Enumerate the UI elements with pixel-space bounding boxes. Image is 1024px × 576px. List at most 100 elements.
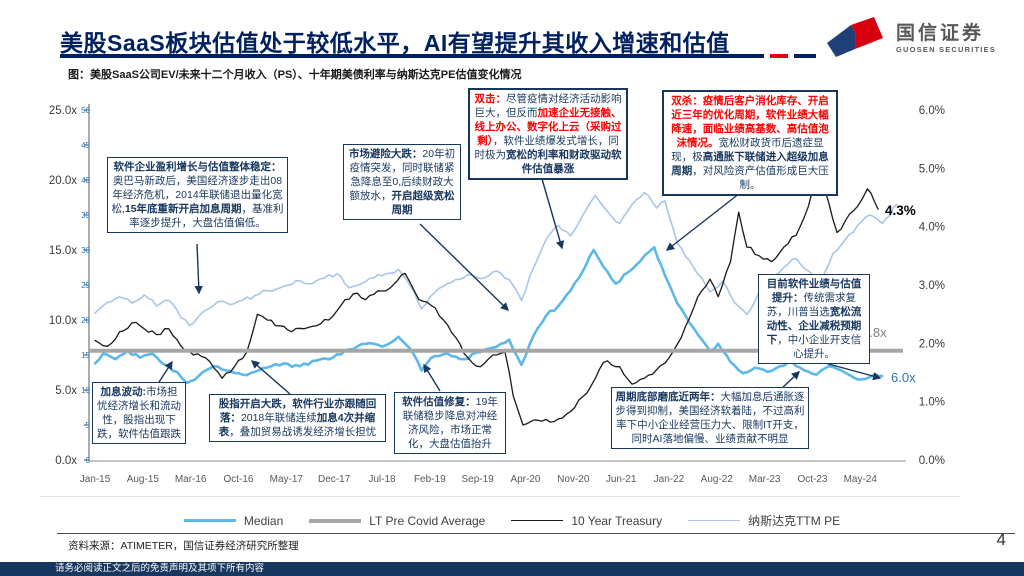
footer-separator [57,533,1015,534]
inner-axis-label: 20 [81,316,90,325]
legend-label: Median [243,513,284,528]
annotation-text: 奥巴马新政后，美国经济逐步走出08年经济危机，2014年联储退出量化宽松, [111,175,283,215]
x-axis-label: Oct-23 [797,474,827,485]
chart-axes: 0 5 10 15 20 25 30 35 40 45 50 0.0x 5.0x 10.0x 15.0x 20… [49,104,945,485]
left-axis-label: 5.0x [55,385,77,397]
x-axis-label: Jan-22 [654,474,685,485]
annotation-arrow [539,171,565,250]
annotation-text: ，软件业绩爆发式增长，同时极为 [474,135,619,161]
inner-axis-label: 50 [81,106,90,115]
right-axis-label: 6.0% [919,105,945,117]
x-axis-label: Sep-19 [462,474,495,485]
chart-caption: 图：美股SaaS公司EV/未来十二个月收入（PS）、十年期美债利率与纳斯达克PE… [68,69,522,81]
annotation-text: 软件估值修复： [402,396,476,408]
annotation-text: ，基准利率逐步提升，大盘估值偏低。 [129,203,284,229]
x-axis-label: May-24 [844,474,878,485]
annotation-text: 市场担忧经济增长和流动性，股指出现下跌，软件估值跟跌 [97,386,181,440]
annotation-text: 19年联储稳步降息对冲经济风险，市场正常化，大盘估值抬升 [402,396,498,450]
inner-axis-label: 45 [81,141,90,150]
x-axis-label: May-17 [270,474,304,485]
legend-item-纳斯达克TTM PE: 纳斯达克TTM PE [688,512,840,529]
anno-2019-recovery: 软件估值修复：19年联储稳步降息对冲经济风险，市场正常化，大盘估值抬升 [394,392,506,454]
annotation-arrow [665,192,741,251]
legend-label: 10 Year Treasury [571,513,663,528]
annotation-text: 2018年联储连续 [240,412,317,424]
left-axis-label: 15.0x [49,245,77,257]
inner-axis-label: 40 [81,176,90,185]
x-axis-label: Nov-20 [557,474,590,485]
annotation-arrow [419,223,510,311]
annotation-text: ，中小企业开支信心提升。 [777,334,862,360]
anno-double-hit: 双击：尽管疫情对经济活动影响巨大，但反而加速企业无接触、线上办公、数字化上云（采… [468,88,628,180]
legend-item-Median: Median [183,513,284,528]
chart-legend: Median LT Pre Covid Average 10 Year Treasu… [0,512,1024,529]
legend-line-swatch [183,518,236,523]
guosen-logo-icon [827,17,883,57]
x-axis-label: Apr-20 [510,474,540,485]
right-axis-label: 0.0% [919,455,945,467]
legend-item-LT Pre Covid Average: LT Pre Covid Average [309,514,485,528]
annotation-text: 15年底重新开启加息周期 [124,203,242,215]
right-axis-label: 2.0% [919,338,945,350]
annotation-text: 宽松财政货币后遗症显现，极 [671,137,824,163]
title-underline-navy-accent [794,54,816,58]
anno-market-crash-2020: 市场避险大跌：20年初疫情突发，同时联储紧急降息至0,后续财政大额放水，开启超级… [343,144,461,220]
logo-text-en: GUOSEN SECURITIES [896,44,996,54]
annotation-arrow [423,363,441,392]
x-axis-label: Jun-21 [606,474,637,485]
annotation-text: 股指开启大跌，软件行业亦跟随回落： [218,398,377,424]
inner-axis-label: 30 [81,246,90,255]
x-axis-label: Aug-15 [127,474,160,485]
right-axis-label: 3.0% [919,280,945,292]
title-underline-red-accent [770,54,788,58]
x-axis-label: Jan-15 [80,474,111,485]
series-10 Year Treasury [94,168,879,426]
inner-axis-label: 15 [81,351,90,360]
annotation-text: 周期底部磨底近两年： [615,391,721,403]
annotation-text: ，对风险资产估值形成巨大压制。 [692,165,829,191]
inner-axis-label: 5 [86,421,91,430]
x-axis-label: Mar-16 [175,474,207,485]
inner-axis-label: 25 [81,281,90,290]
right-axis-label: 4.0% [919,222,945,234]
right-axis-label: 5.0% [919,163,945,175]
disclaimer-bar: 请务必阅读正文之后的免责声明及其项下所有内容 [0,562,1024,576]
legend-line-swatch [688,519,741,522]
logo-text-cn: 国信证券 [896,22,985,44]
annotation-text: ，叠加贸易战诱发经济增长担忧 [229,426,377,438]
annotation-text: 宽松的利率和财政驱动软件估值暴涨 [506,149,622,175]
anno-rate-hike-volatility: 加息波动:市场担忧经济增长和流动性，股指出现下跌，软件估值跟跌 [92,382,186,444]
annotation-text: 加息波动: [100,386,147,398]
annotation-text: 高通胀下联储进入超级加息周期 [671,151,829,177]
left-axis-label: 0.0x [55,455,77,467]
anno-2018-selloff: 股指开启大跌，软件行业亦跟随回落：2018年联储连续加息4次并缩表，叠加贸易战诱… [209,394,386,442]
annotation-text: 加速企业无接触、线上办公、数字化上云（采购过剩） [474,107,622,147]
anno-bottoming-two-years: 周期底部磨底近两年：大幅加息后通胀逐步得到抑制，美国经济软着陆，不过高利率下中小… [611,387,809,449]
annotation-text: 市场避险大跌： [348,148,423,160]
annotation-text: 软件企业盈利增长与估值整体稳定： [113,161,282,173]
inner-axis-label: 35 [81,211,90,220]
annotation-text: 目前软件业绩与估值提升： [766,278,862,304]
series-end-label: 4.3% [885,203,916,218]
disclaimer-text: 请务必阅读正文之后的免责声明及其项下所有内容 [55,563,265,574]
source-note: 资料来源：ATIMETER，国信证券经济研究所整理 [68,540,299,552]
x-axis-label: Mar-23 [749,474,781,485]
page-number: 4 [996,530,1006,549]
series-Median [93,245,884,385]
page-title: 美股SaaS板块估值处于较低水平，AI有望提升其收入增速和估值 [60,30,730,56]
legend-label: LT Pre Covid Average [369,513,486,528]
inner-axis-label: 0 [86,456,91,465]
annotation-text: 大幅加息后通胀逐步得到抑制，美国经济软着陆，不过高利率下中小企业经营压力大、限制… [615,391,805,445]
x-axis-label: Dec-17 [318,474,351,485]
left-axis-label: 20.0x [49,175,77,187]
legend-item-10 Year Treasury: 10 Year Treasury [511,514,662,528]
annotation-text: 尽管疫情对经济活动影响巨大，但反而 [474,93,622,119]
annotation-text: 双击： [474,93,507,105]
left-axis-label: 25.0x [49,105,77,117]
legend-line-swatch [309,518,362,523]
annotation-text: 传统需求复苏，川普当选 [766,292,856,318]
left-axis-label: 10.0x [49,315,77,327]
annotation-text: 宽松流动性、企业减税预期下 [766,306,862,346]
